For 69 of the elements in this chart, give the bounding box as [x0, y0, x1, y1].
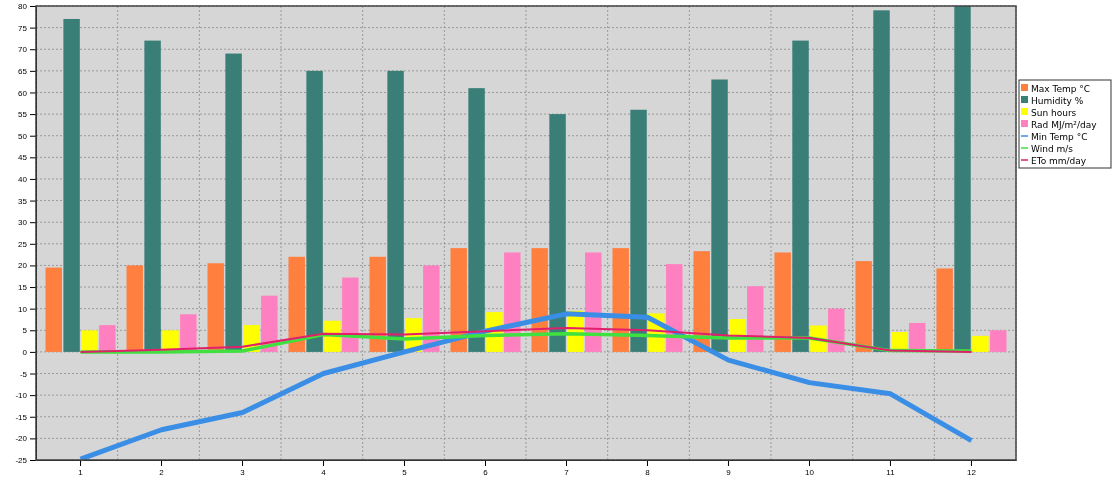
bar	[387, 70, 404, 352]
x-tick-label: 9	[726, 467, 732, 477]
y-tick-label: 5	[22, 326, 28, 336]
bar	[630, 109, 647, 352]
bar	[45, 267, 62, 352]
y-tick-label: 25	[18, 239, 28, 249]
x-tick-label: 2	[159, 467, 165, 477]
bar	[936, 268, 953, 352]
y-tick-label: -15	[15, 412, 28, 422]
bar	[792, 40, 809, 352]
x-tick-label: 8	[645, 467, 651, 477]
bar	[774, 252, 791, 352]
y-tick-label: -25	[15, 456, 28, 466]
y-tick-label: 70	[18, 45, 28, 55]
legend-label: Max Temp °C	[1031, 83, 1091, 94]
bar	[306, 70, 323, 352]
line-series	[79, 327, 973, 353]
x-tick-label: 7	[564, 467, 570, 477]
bar	[207, 263, 224, 352]
y-tick-label: 75	[18, 23, 28, 33]
legend-label: ETo mm/day	[1031, 155, 1087, 166]
bar	[450, 248, 467, 352]
x-tick-label: 11	[886, 467, 896, 477]
bar	[342, 277, 359, 352]
legend-label: Rad MJ/m²/day	[1031, 119, 1098, 130]
y-tick-label: 65	[18, 66, 28, 76]
legend-label: Min Temp °C	[1031, 131, 1088, 142]
bar	[369, 256, 386, 352]
x-tick-label: 10	[805, 467, 815, 477]
y-tick-label: -20	[15, 434, 28, 444]
y-tick-label: 15	[18, 283, 28, 293]
y-tick-label: 45	[18, 153, 28, 163]
x-tick-label: 6	[483, 467, 489, 477]
y-tick-label: 0	[22, 347, 28, 357]
x-tick-label: 4	[321, 467, 327, 477]
y-tick-label: 10	[18, 304, 28, 314]
legend-label: Humidity %	[1031, 95, 1084, 106]
y-tick-label: 50	[18, 131, 28, 141]
bar	[972, 335, 989, 352]
y-tick-label: 55	[18, 110, 28, 120]
y-tick-label: -10	[15, 391, 28, 401]
y-tick-label: 60	[18, 88, 28, 98]
y-tick-label: -5	[19, 369, 28, 379]
x-tick-label: 12	[967, 467, 977, 477]
bar	[288, 256, 305, 352]
x-tick-label: 3	[240, 467, 246, 477]
bar	[855, 261, 872, 352]
bar	[711, 79, 728, 352]
y-tick-label: 80	[18, 2, 28, 12]
x-tick-label: 1	[78, 467, 84, 477]
bar	[63, 18, 80, 352]
bar	[747, 286, 764, 352]
bar	[468, 88, 485, 352]
y-tick-label: 40	[18, 175, 28, 185]
bar	[549, 114, 566, 352]
bar	[126, 265, 143, 352]
bar	[873, 10, 890, 352]
bar	[144, 40, 161, 352]
legend-label: Wind m/s	[1031, 143, 1074, 154]
bar	[990, 330, 1007, 352]
y-tick-label: 35	[18, 196, 28, 206]
bar	[954, 6, 971, 352]
bar	[99, 325, 116, 352]
legend-label: Sun hours	[1031, 107, 1077, 118]
bar	[225, 53, 242, 352]
bar	[81, 330, 98, 352]
y-tick-label: 20	[18, 261, 28, 271]
y-tick-label: 30	[18, 218, 28, 228]
x-tick-label: 5	[402, 467, 408, 477]
